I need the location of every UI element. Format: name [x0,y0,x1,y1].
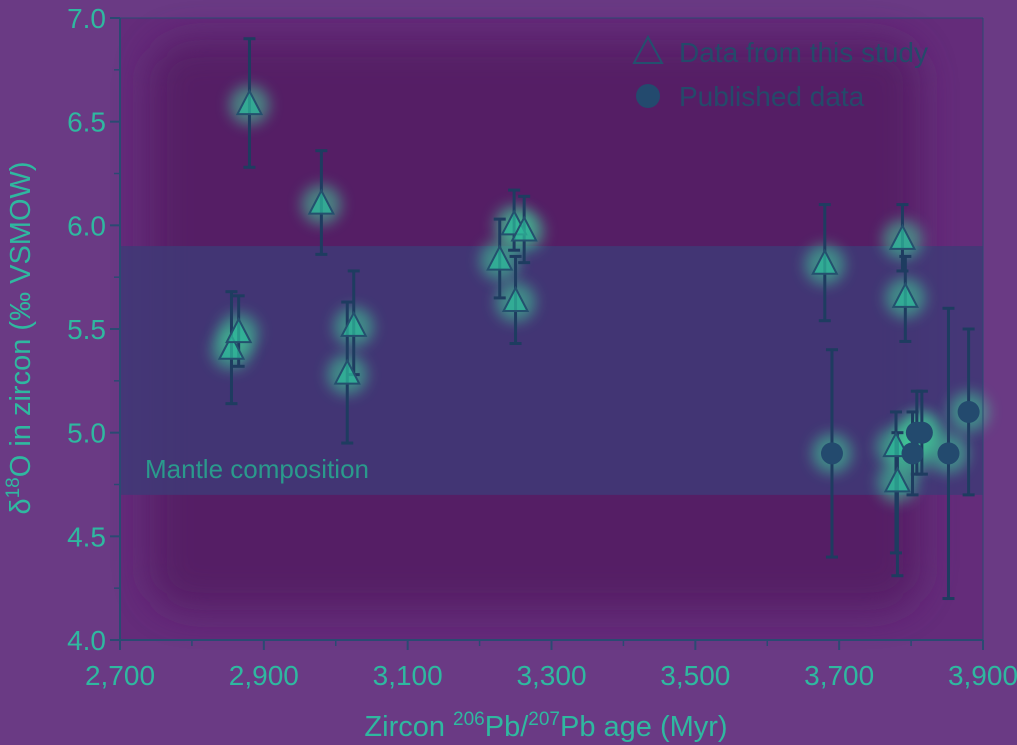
tick-labels: 4.0 4.5 5.0 5.5 6.0 6.5 7.0 2,700 2,900 3,100 3,30… [67,3,1017,691]
data-point-this-study [217,333,246,360]
data-point-this-study [340,310,368,337]
data-point-published [910,421,933,444]
data-point-this-study [888,223,917,250]
data-point-this-study [225,316,253,344]
legend-entry-this-study: Data from this study [679,37,928,68]
x-tick-label: 2,900 [229,660,299,691]
data-point-this-study [891,281,919,308]
band-label: Mantle composition [145,454,369,484]
x-tick-label: 2,700 [85,660,155,691]
data-point-this-study [883,466,912,493]
y-tick-label: 5.5 [67,314,106,345]
y-tick-label: 7.0 [67,3,106,34]
data-point-published [820,442,843,465]
y-tick-label: 6.0 [67,210,106,241]
y-tick-label: 5.0 [67,418,106,449]
legend-circle-marker [636,84,660,108]
data-point-published [957,400,980,423]
data-point-this-study [307,188,336,215]
data-point-this-study [486,244,514,271]
y-tick-label: 6.5 [67,107,106,138]
x-tick-label: 3,100 [373,660,443,691]
data-point-published [901,442,924,465]
x-tick-label: 3,300 [516,660,586,691]
y-tick-label: 4.0 [67,625,106,656]
x-tick-label: 3,900 [948,660,1017,691]
x-axis-title: Zircon 206Pb/207Pb age (Myr) [364,709,727,743]
y-tick-label: 4.5 [67,521,106,552]
legend-triangle-marker [632,34,664,64]
data-point-this-study [235,88,264,116]
data-point-this-study [333,358,361,385]
data-point-published [937,442,960,465]
x-tick-label: 3,700 [804,660,874,691]
axes [110,17,984,650]
data-point-this-study [501,285,530,313]
legend-entry-published: Published data [679,81,865,112]
data-point-this-study [811,248,839,275]
y-axis-title: δ18O in zircon (‰ VSMOW) [3,161,37,514]
x-tick-label: 3,500 [660,660,730,691]
markers [217,88,980,493]
data-point-this-study [510,215,538,242]
legend: Data from this study Published data [632,34,928,112]
